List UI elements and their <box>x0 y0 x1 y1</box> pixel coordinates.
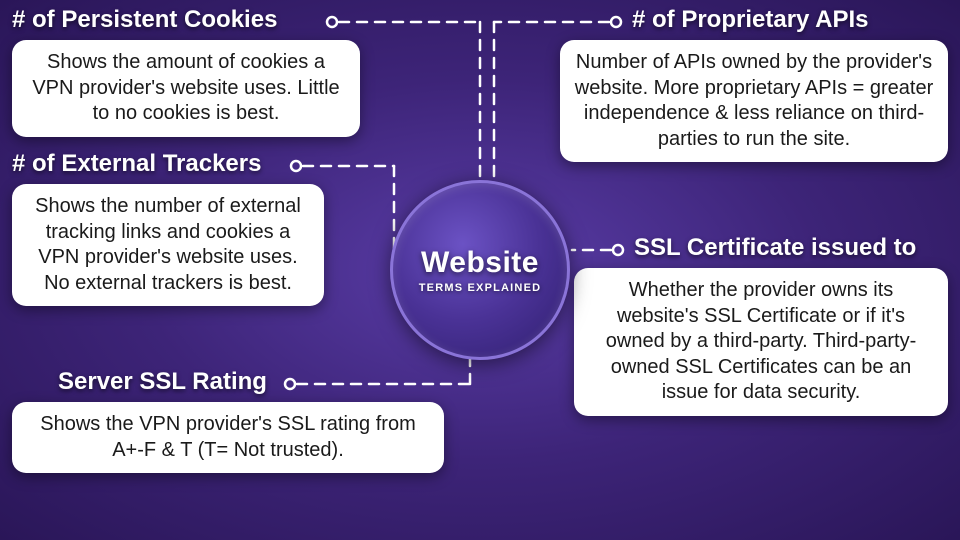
center-circle: Website TERMS EXPLAINED <box>390 180 570 360</box>
center-subtitle: TERMS EXPLAINED <box>419 282 542 294</box>
center-title: Website <box>421 246 539 280</box>
